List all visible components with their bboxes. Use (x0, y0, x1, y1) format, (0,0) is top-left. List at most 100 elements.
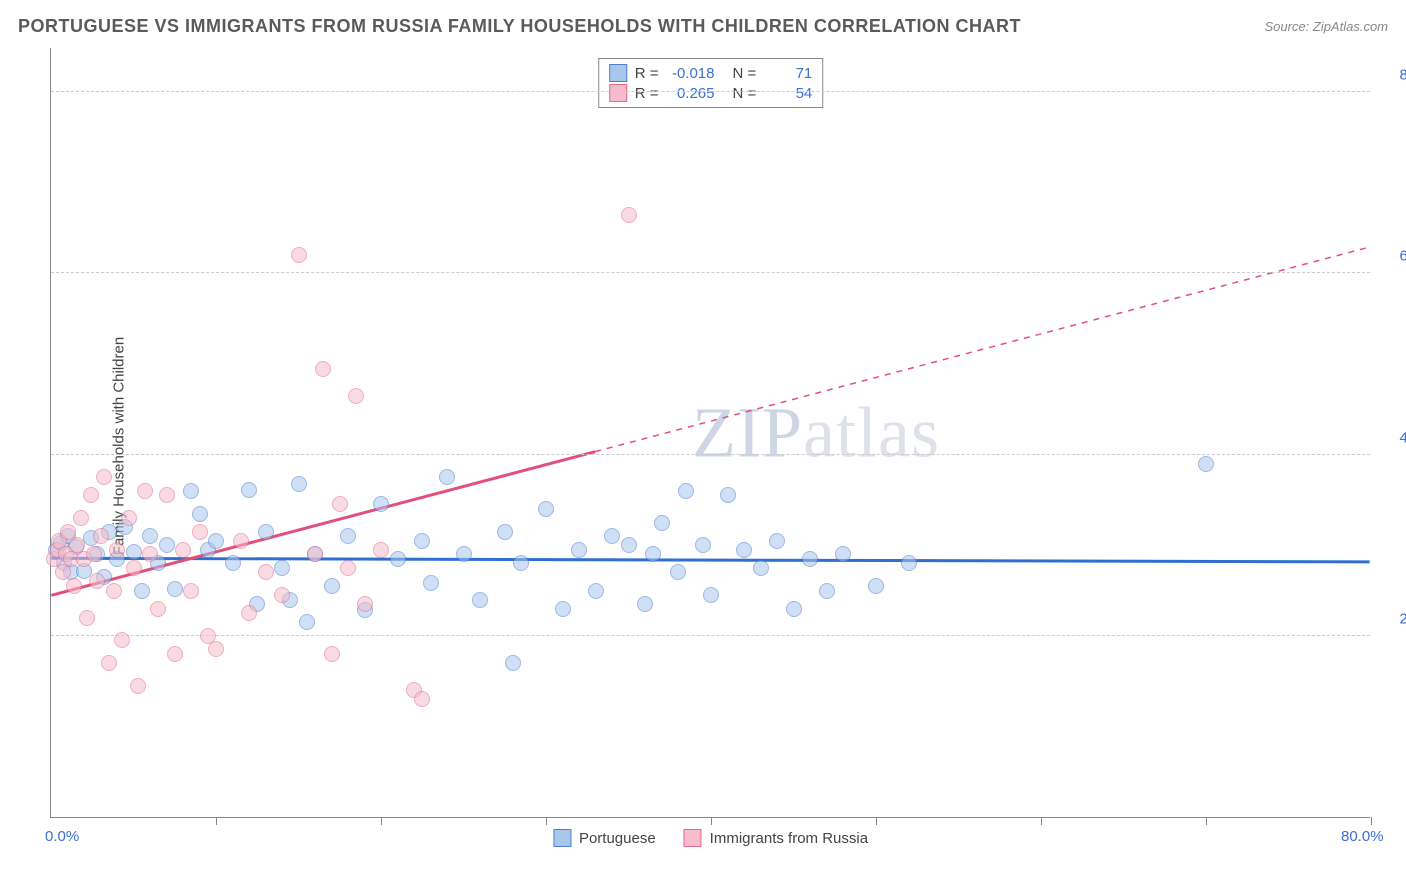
legend-stats: R = -0.018 N = 71 R = 0.265 N = 54 (598, 58, 824, 108)
data-point (291, 247, 307, 263)
x-tick (1041, 817, 1042, 825)
trend-line-dashed (595, 247, 1369, 452)
data-point (192, 524, 208, 540)
data-point (79, 610, 95, 626)
data-point (373, 496, 389, 512)
data-point (208, 641, 224, 657)
legend-swatch (609, 84, 627, 102)
plot-area: ZIPatlas R =-0.018N =71R =0.265N =54 Por… (50, 48, 1370, 818)
legend-swatch (684, 829, 702, 847)
legend-series-label: Immigrants from Russia (710, 830, 868, 847)
source-label: Source: ZipAtlas.com (1264, 19, 1388, 34)
data-point (538, 501, 554, 517)
legend-series-item: Immigrants from Russia (684, 829, 868, 847)
data-point (439, 469, 455, 485)
data-point (819, 583, 835, 599)
n-value: 71 (764, 65, 812, 82)
y-tick-label: 80.0% (1399, 67, 1406, 84)
data-point (414, 533, 430, 549)
data-point (183, 583, 199, 599)
data-point (315, 361, 331, 377)
gridline-h (51, 272, 1370, 273)
n-label: N = (733, 85, 757, 102)
data-point (654, 515, 670, 531)
x-tick (381, 817, 382, 825)
data-point (621, 537, 637, 553)
data-point (299, 614, 315, 630)
data-point (208, 533, 224, 549)
y-tick-label: 20.0% (1399, 610, 1406, 627)
data-point (513, 555, 529, 571)
x-tick (216, 817, 217, 825)
y-tick-label: 40.0% (1399, 429, 1406, 446)
x-tick (1371, 817, 1372, 825)
trend-lines-layer (51, 48, 1370, 817)
gridline-h (51, 91, 1370, 92)
data-point (93, 528, 109, 544)
data-point (101, 655, 117, 671)
data-point (390, 551, 406, 567)
data-point (835, 546, 851, 562)
data-point (233, 533, 249, 549)
data-point (340, 528, 356, 544)
data-point (73, 510, 89, 526)
data-point (225, 555, 241, 571)
chart-title: PORTUGUESE VS IMMIGRANTS FROM RUSSIA FAM… (18, 16, 1021, 37)
r-label: R = (635, 85, 659, 102)
data-point (332, 496, 348, 512)
data-point (126, 560, 142, 576)
data-point (150, 601, 166, 617)
legend-series-item: Portuguese (553, 829, 656, 847)
data-point (472, 592, 488, 608)
data-point (786, 601, 802, 617)
data-point (83, 487, 99, 503)
r-value: 0.265 (667, 85, 715, 102)
data-point (137, 483, 153, 499)
data-point (159, 537, 175, 553)
n-label: N = (733, 65, 757, 82)
chart-header: PORTUGUESE VS IMMIGRANTS FROM RUSSIA FAM… (18, 16, 1388, 37)
data-point (670, 564, 686, 580)
data-point (736, 542, 752, 558)
r-label: R = (635, 65, 659, 82)
data-point (324, 646, 340, 662)
data-point (678, 483, 694, 499)
data-point (55, 564, 71, 580)
data-point (258, 564, 274, 580)
x-tick (876, 817, 877, 825)
data-point (348, 388, 364, 404)
legend-series: Portuguese Immigrants from Russia (553, 829, 868, 847)
data-point (588, 583, 604, 599)
data-point (1198, 456, 1214, 472)
data-point (159, 487, 175, 503)
r-value: -0.018 (667, 65, 715, 82)
data-point (89, 573, 105, 589)
data-point (96, 469, 112, 485)
x-tick (1206, 817, 1207, 825)
data-point (695, 537, 711, 553)
data-point (423, 575, 439, 591)
legend-series-label: Portuguese (579, 830, 656, 847)
data-point (258, 524, 274, 540)
data-point (373, 542, 389, 558)
gridline-h (51, 635, 1370, 636)
data-point (167, 646, 183, 662)
x-tick-label: 0.0% (45, 828, 79, 845)
data-point (571, 542, 587, 558)
data-point (291, 476, 307, 492)
data-point (175, 542, 191, 558)
legend-swatch (609, 64, 627, 82)
legend-swatch (553, 829, 571, 847)
data-point (66, 578, 82, 594)
data-point (109, 542, 125, 558)
data-point (769, 533, 785, 549)
data-point (114, 632, 130, 648)
watermark: ZIPatlas (692, 391, 940, 474)
data-point (621, 207, 637, 223)
data-point (183, 483, 199, 499)
x-tick-label: 80.0% (1341, 828, 1384, 845)
data-point (126, 544, 142, 560)
n-value: 54 (764, 85, 812, 102)
data-point (134, 583, 150, 599)
gridline-h (51, 454, 1370, 455)
